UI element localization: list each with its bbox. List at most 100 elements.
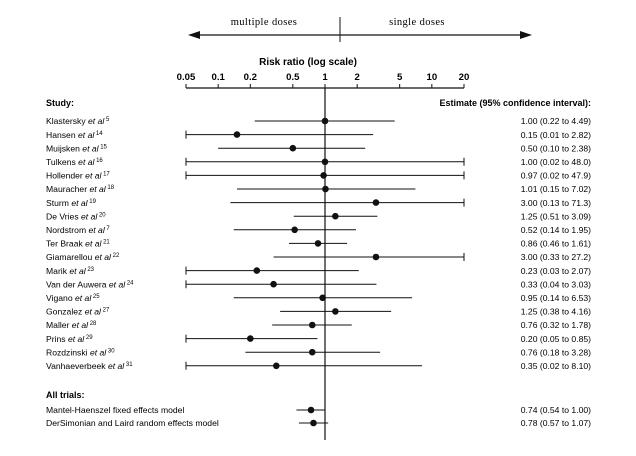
reference-superscript: 23 — [86, 267, 95, 273]
estimate-text: 0.78 (0.57 to 1.07) — [521, 418, 591, 428]
reference-superscript: 5 — [104, 117, 110, 123]
et-al-text: et al — [109, 279, 126, 289]
et-al-text: et al — [78, 130, 95, 140]
point-estimate — [319, 294, 326, 302]
point-estimate — [310, 419, 317, 427]
study-label: Ter Braak et al 21 — [46, 239, 110, 249]
study-name: Giamarellou — [46, 252, 95, 262]
point-estimate — [372, 253, 380, 261]
pooled-label: Mantel-Haenszel fixed effects model — [46, 405, 184, 415]
reference-superscript: 18 — [106, 185, 115, 191]
study-name: Prins — [46, 334, 68, 344]
estimate-text: 0.15 (0.01 to 2.82) — [521, 130, 591, 140]
study-name: Muijsken — [46, 143, 82, 153]
point-estimate — [321, 158, 329, 166]
point-estimate — [253, 267, 261, 274]
point-estimate — [291, 226, 298, 234]
reference-superscript: 27 — [101, 308, 110, 314]
point-estimate — [320, 172, 327, 179]
study-row: Vanhaeverbeek et al 31 0.35 (0.02 to 8.10… — [46, 361, 591, 371]
study-label: Hollender et al 17 — [46, 171, 110, 181]
et-al-text: et al — [82, 143, 99, 153]
et-al-text: et al — [81, 211, 98, 221]
point-estimate — [372, 199, 380, 206]
study-row: Tulkens et al 16 1.00 (0.02 to 48.0) — [46, 157, 591, 167]
pooled-rows: Mantel-Haenszel fixed effects model 0.74 … — [46, 405, 591, 428]
study-name: Hansen — [46, 130, 78, 140]
point-estimate — [314, 240, 322, 247]
x-tick-label: 20 — [459, 72, 470, 83]
study-row: Ter Braak et al 21 0.86 (0.46 to 1.61) — [46, 239, 591, 249]
estimate-text: 0.95 (0.14 to 6.53) — [521, 293, 591, 303]
et-al-text: et al — [69, 266, 86, 276]
study-row: Sturm et al 19 3.00 (0.13 to 71.3) — [46, 198, 591, 208]
x-tick-label: 0.2 — [244, 72, 257, 83]
study-label: Hansen et al 14 — [46, 130, 103, 140]
x-tick-label: 1 — [322, 72, 328, 83]
point-estimate — [308, 321, 316, 329]
et-al-text: et al — [89, 225, 106, 235]
study-rows: Klastersky et al 5 1.00 (0.22 to 4.49) Han… — [46, 116, 591, 371]
point-estimate — [289, 144, 297, 152]
study-row: Rozdzinski et al 30 0.76 (0.18 to 3.28) — [46, 347, 591, 357]
et-al-text: et al — [90, 347, 107, 357]
study-name: Tulkens — [46, 157, 78, 167]
study-row: Gonzalez et al 27 1.25 (0.38 to 4.16) — [46, 307, 591, 317]
reference-superscript: 16 — [94, 158, 103, 164]
study-row: Nordstrom et al 7 0.52 (0.14 to 1.95) — [46, 225, 591, 235]
study-name: Marik — [46, 266, 69, 276]
estimate-text: 0.97 (0.02 to 47.9) — [521, 171, 591, 181]
estimate-header: Estimate (95% confidence interval): — [439, 98, 591, 108]
et-al-text: et al — [95, 252, 112, 262]
x-tick-label: 10 — [427, 72, 438, 83]
estimate-text: 0.74 (0.54 to 1.00) — [521, 405, 591, 415]
study-row: Maller et al 28 0.76 (0.32 to 1.78) — [46, 320, 591, 330]
et-al-text: et al — [68, 334, 85, 344]
et-al-text: et al — [89, 184, 106, 194]
estimate-text: 1.00 (0.02 to 48.0) — [521, 157, 591, 167]
x-tick-label: 5 — [397, 72, 403, 83]
point-estimate — [233, 131, 241, 138]
x-axis-title: Risk ratio (log scale) — [259, 57, 357, 68]
study-name: Mauracher — [46, 184, 89, 194]
et-al-text: et al — [71, 198, 88, 208]
study-label: Van der Auwera et al 24 — [46, 279, 134, 289]
study-label: Mauracher et al 18 — [46, 184, 115, 194]
estimate-text: 0.76 (0.32 to 1.78) — [521, 320, 591, 330]
et-al-text: et al — [72, 320, 89, 330]
study-row: De Vries et al 20 1.25 (0.51 to 3.09) — [46, 211, 591, 221]
study-row: Hollender et al 17 0.97 (0.02 to 47.9) — [46, 171, 591, 181]
study-name: Hollender — [46, 171, 85, 181]
study-label: Marik et al 23 — [46, 266, 95, 276]
point-estimate — [307, 406, 315, 414]
et-al-text: et al — [88, 116, 105, 126]
study-label: Vanhaeverbeek et al 31 — [46, 361, 133, 371]
et-al-text: et al — [85, 171, 102, 181]
study-name: Klastersky — [46, 116, 88, 126]
estimate-text: 1.25 (0.38 to 4.16) — [521, 307, 591, 317]
study-name: Maller — [46, 320, 72, 330]
estimate-text: 1.01 (0.15 to 7.02) — [521, 184, 591, 194]
reference-superscript: 21 — [101, 240, 110, 246]
x-tick-label: 0.05 — [177, 72, 196, 83]
estimate-text: 0.76 (0.18 to 3.28) — [521, 347, 591, 357]
x-tick-label: 2 — [354, 72, 359, 83]
point-estimate — [322, 185, 329, 193]
study-row: Muijsken et al 15 0.50 (0.10 to 2.38) — [46, 143, 591, 153]
reference-superscript: 31 — [124, 362, 133, 368]
study-label: Klastersky et al 5 — [46, 116, 110, 126]
pooled-row: DerSimonian and Laird random effects mod… — [46, 418, 591, 428]
reference-superscript: 19 — [88, 199, 97, 205]
study-label: Giamarellou et al 22 — [46, 252, 120, 262]
x-tick-label: 0.1 — [211, 72, 225, 83]
point-estimate — [272, 362, 280, 370]
study-name: Nordstrom — [46, 225, 89, 235]
study-row: Klastersky et al 5 1.00 (0.22 to 4.49) — [46, 116, 591, 126]
study-row: Giamarellou et al 22 3.00 (0.33 to 27.2) — [46, 252, 591, 262]
reference-superscript: 29 — [84, 335, 93, 341]
study-row: Mauracher et al 18 1.01 (0.15 to 7.02) — [46, 184, 591, 194]
x-tick-label: 0.5 — [286, 72, 300, 83]
estimate-text: 0.20 (0.05 to 0.85) — [521, 334, 591, 344]
study-label: Sturm et al 19 — [46, 198, 97, 208]
